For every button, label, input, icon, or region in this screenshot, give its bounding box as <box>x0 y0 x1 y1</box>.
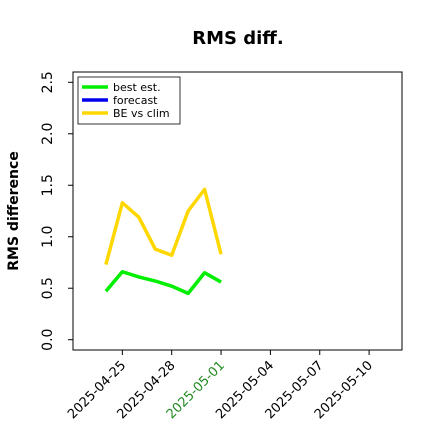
y-axis-label: RMS difference <box>6 151 22 271</box>
chart-title: RMS diff. <box>192 28 283 49</box>
series-line <box>104 187 223 265</box>
y-tick-label: 1.0 <box>40 226 56 248</box>
y-tick-label: 2.5 <box>40 71 56 93</box>
legend-label: forecast <box>113 94 158 107</box>
y-tick-label: 2.0 <box>40 123 56 145</box>
y-tick-label: 0.5 <box>40 277 56 299</box>
series-line <box>104 269 222 296</box>
legend-label: best est. <box>113 81 161 94</box>
plot-frame <box>72 71 403 351</box>
legend-label: BE vs clim <box>113 107 170 120</box>
y-tick-label: 0.0 <box>40 329 56 351</box>
y-tick-label: 1.5 <box>40 174 56 196</box>
